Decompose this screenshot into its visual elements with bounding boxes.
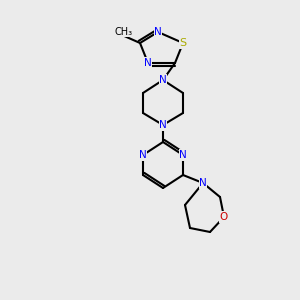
Text: N: N bbox=[199, 178, 207, 188]
Text: N: N bbox=[179, 150, 187, 160]
Text: N: N bbox=[154, 27, 162, 37]
Text: CH₃: CH₃ bbox=[115, 27, 133, 37]
Text: S: S bbox=[179, 38, 187, 48]
Text: N: N bbox=[159, 75, 167, 85]
Text: N: N bbox=[144, 58, 152, 68]
Text: O: O bbox=[220, 212, 228, 222]
Text: N: N bbox=[159, 120, 167, 130]
Text: N: N bbox=[139, 150, 147, 160]
